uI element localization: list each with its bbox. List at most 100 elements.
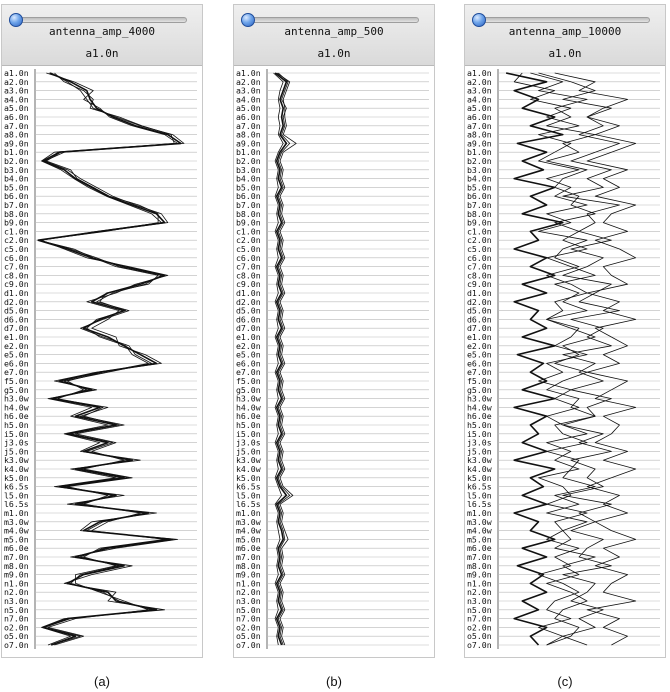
- category-label: d5.0n: [467, 306, 492, 316]
- category-label: k3.0w: [4, 455, 29, 465]
- category-label: m7.0n: [4, 552, 29, 562]
- category-label: b3.0n: [467, 165, 492, 175]
- category-label: b5.0n: [236, 182, 261, 192]
- category-label: h5.0n: [236, 420, 261, 430]
- category-label: d6.0n: [4, 314, 29, 324]
- panel-b-slider[interactable]: [241, 13, 419, 27]
- category-label: h4.0w: [236, 402, 261, 412]
- panel-a-slider-knob[interactable]: [9, 13, 23, 27]
- category-label: o2.0n: [4, 622, 29, 632]
- category-label: f5.0n: [4, 376, 29, 386]
- caption-a: (a): [94, 674, 110, 689]
- category-label: j5.0n: [467, 446, 492, 456]
- category-label: d6.0n: [236, 314, 261, 324]
- panel-c: antenna_amp_10000 a1.0n a1.0n a2.0n a3.0n a…: [464, 4, 666, 658]
- category-label: j3.0s: [236, 438, 261, 448]
- panel-c-slider[interactable]: [472, 13, 650, 27]
- category-label: h6.0e: [4, 411, 29, 421]
- series-line: [274, 72, 288, 646]
- category-label: b3.0n: [4, 165, 29, 175]
- category-label: k3.0w: [236, 455, 261, 465]
- category-label: a5.0n: [467, 103, 492, 113]
- panel-c-title: antenna_amp_10000: [508, 25, 622, 38]
- category-label: h4.0w: [467, 402, 492, 412]
- category-label: f5.0n: [467, 376, 492, 386]
- category-label: b6.0n: [4, 191, 29, 201]
- category-label: b2.0n: [4, 156, 29, 166]
- category-label: k4.0w: [467, 464, 492, 474]
- panel-c-slider-knob[interactable]: [472, 13, 486, 27]
- series-line: [37, 72, 175, 646]
- category-label: d2.0n: [4, 297, 29, 307]
- category-label: b5.0n: [467, 182, 492, 192]
- category-label: c1.0n: [4, 226, 29, 236]
- category-label: h3.0w: [467, 394, 492, 404]
- category-label: b9.0n: [236, 218, 261, 228]
- panel-a: antenna_amp_4000 a1.0n a1.0n a2.0n a3.0n a4…: [1, 4, 203, 658]
- category-label: m1.0n: [467, 508, 492, 518]
- category-label: m1.0n: [4, 508, 29, 518]
- panel-c-subtitle: a1.0n: [548, 47, 582, 60]
- category-label: j3.0s: [467, 438, 492, 448]
- category-label: a7.0n: [236, 121, 261, 131]
- category-label: n1.0n: [236, 578, 261, 588]
- category-label: m8.0n: [4, 561, 29, 571]
- category-label: n3.0n: [4, 596, 29, 606]
- category-label: b7.0n: [467, 200, 492, 210]
- panel-b-slider-knob[interactable]: [241, 13, 255, 27]
- category-label: m9.0n: [4, 570, 29, 580]
- category-label: e6.0n: [467, 358, 492, 368]
- category-label: h5.0n: [4, 420, 29, 430]
- category-label: k5.0n: [4, 473, 29, 483]
- category-label: l6.5s: [236, 499, 261, 509]
- series-line: [538, 72, 620, 646]
- category-label: d7.0n: [236, 323, 261, 333]
- category-label: m9.0n: [467, 570, 492, 580]
- category-label: l5.0n: [236, 490, 261, 500]
- category-label: d5.0n: [236, 306, 261, 316]
- category-label: c6.0n: [236, 253, 261, 263]
- category-label: b1.0n: [4, 147, 29, 157]
- category-label: b7.0n: [236, 200, 261, 210]
- category-label: m9.0n: [236, 570, 261, 580]
- category-label: k6.5s: [4, 482, 29, 492]
- panel-c-plot: a1.0na2.0na3.0na4.0na5.0na6.0na7.0na8.0n…: [467, 68, 660, 650]
- category-label: b8.0n: [4, 209, 29, 219]
- category-label: k4.0w: [236, 464, 261, 474]
- category-label: m8.0n: [236, 561, 261, 571]
- category-label: a8.0n: [4, 130, 29, 140]
- category-label: o2.0n: [236, 622, 261, 632]
- category-label: a2.0n: [236, 77, 261, 87]
- category-label: e5.0n: [236, 350, 261, 360]
- category-label: a6.0n: [467, 112, 492, 122]
- category-label: m3.0w: [467, 517, 492, 527]
- category-label: c5.0n: [467, 244, 492, 254]
- category-label: n7.0n: [4, 614, 29, 624]
- category-label: m3.0w: [4, 517, 29, 527]
- panel-a-slider[interactable]: [9, 13, 187, 27]
- category-label: m6.0e: [467, 543, 492, 553]
- category-label: c9.0n: [4, 279, 29, 289]
- category-label: m6.0e: [236, 543, 261, 553]
- category-label: a5.0n: [236, 103, 261, 113]
- category-label: b1.0n: [236, 147, 261, 157]
- category-label: a3.0n: [4, 86, 29, 96]
- category-label: n2.0n: [4, 587, 29, 597]
- category-label: b4.0n: [4, 174, 29, 184]
- series-line: [554, 72, 637, 646]
- category-label: a6.0n: [236, 112, 261, 122]
- category-label: m7.0n: [236, 552, 261, 562]
- category-label: j5.0n: [4, 446, 29, 456]
- category-label: b6.0n: [236, 191, 261, 201]
- category-label: a2.0n: [4, 77, 29, 87]
- caption-b: (b): [326, 674, 342, 689]
- category-label: c2.0n: [467, 235, 492, 245]
- category-label: c5.0n: [236, 244, 261, 254]
- category-label: b8.0n: [467, 209, 492, 219]
- category-label: m1.0n: [236, 508, 261, 518]
- category-label: m8.0n: [467, 561, 492, 571]
- category-label: k6.5s: [236, 482, 261, 492]
- series-line: [276, 72, 297, 646]
- category-label: m4.0w: [236, 526, 261, 536]
- category-label: g5.0n: [467, 385, 492, 395]
